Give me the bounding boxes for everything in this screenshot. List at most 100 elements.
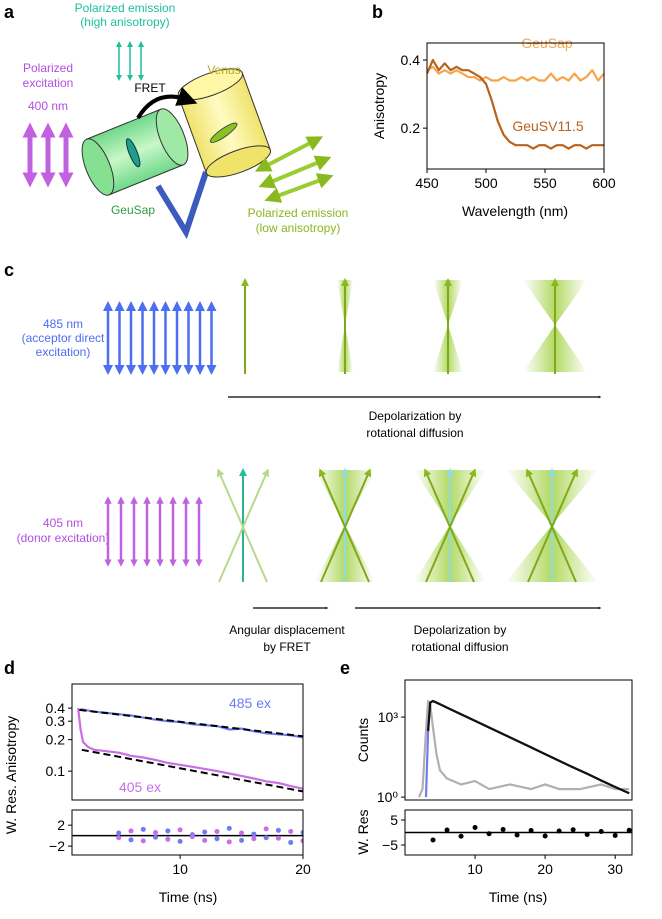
- data-point: [500, 827, 506, 832]
- label: Polarized emission: [75, 1, 176, 15]
- y-tick-label: 0.2: [401, 120, 421, 136]
- data-point: [263, 835, 269, 841]
- data-point: [177, 827, 183, 833]
- data-point: [542, 833, 548, 839]
- label: excitation: [23, 76, 74, 90]
- data-point: [214, 836, 220, 842]
- plot-area: [72, 825, 303, 845]
- data-point: [275, 827, 281, 833]
- series-label: 405 ex: [119, 779, 161, 795]
- data-point: [528, 828, 534, 833]
- label: GeuSap: [111, 203, 155, 217]
- data-point: [598, 829, 604, 834]
- data-point: [128, 828, 134, 834]
- plot-area: [77, 707, 303, 793]
- x-axis-label: Wavelength (nm): [462, 203, 568, 219]
- data-point: [226, 825, 232, 831]
- diagram-g: [81, 108, 189, 196]
- data-point: [165, 828, 171, 834]
- data-line: [427, 699, 630, 795]
- label: Depolarization by: [414, 623, 507, 637]
- data-point: [153, 830, 159, 835]
- diagram-g: [116, 41, 144, 81]
- diagram-ellipse: [125, 138, 141, 168]
- data-point: [444, 827, 450, 833]
- chart: 0.1 0.2 0.30.4 485 ex 405 ex W. Res. Anisotro…: [3, 683, 304, 834]
- series-label: 485 ex: [229, 695, 271, 711]
- data-point: [570, 827, 576, 833]
- emission-arrow: [425, 468, 477, 583]
- x-tick-label: 500: [474, 175, 498, 191]
- label: (donor excitation): [17, 531, 110, 545]
- x-tick-label: 10: [172, 861, 188, 877]
- label: Polarized emission: [248, 206, 349, 220]
- data-point: [165, 836, 171, 842]
- label: FRET: [134, 81, 166, 95]
- data-point: [612, 833, 618, 838]
- data-point: [263, 826, 269, 832]
- data-point: [626, 827, 632, 833]
- chart: 2 −2 10 20 Time (ns): [49, 809, 311, 905]
- y-tick-label: 0.2: [46, 732, 66, 748]
- label: Depolarization by: [369, 409, 462, 423]
- panel-label: d: [4, 658, 15, 678]
- data-point: [202, 837, 208, 843]
- label: rotational diffusion: [366, 426, 463, 440]
- data-point: [116, 830, 122, 836]
- data-point: [556, 828, 562, 834]
- axes-frame: [71, 809, 304, 856]
- diagram-g: [177, 68, 272, 178]
- chart: 10⁰ 10³ Counts: [355, 679, 633, 805]
- data-point: [584, 832, 590, 837]
- diagram-g: [22, 122, 74, 188]
- y-axis-label: W. Res. Anisotropy: [3, 716, 19, 834]
- diagram-ellipse: [155, 108, 189, 166]
- data-point: [288, 839, 294, 845]
- axes-frame: [71, 683, 304, 801]
- label: (high anisotropy): [80, 15, 169, 29]
- data-line: [417, 699, 630, 798]
- data-point: [239, 830, 245, 836]
- y-tick-label: 0.3: [46, 713, 66, 729]
- data-point: [116, 835, 122, 841]
- data-point: [486, 831, 492, 837]
- data-point: [189, 834, 195, 840]
- label: 405 nm: [43, 516, 83, 530]
- y-tick-label: 5: [390, 812, 398, 828]
- panel-label: b: [372, 2, 383, 22]
- data-point: [275, 835, 281, 841]
- emission-arrow: [527, 468, 579, 583]
- diagram-g: [254, 136, 334, 203]
- y-tick-label: 10⁰: [377, 789, 399, 805]
- data-point: [140, 838, 146, 844]
- x-tick-label: 30: [607, 861, 623, 877]
- plot-area: [427, 58, 604, 150]
- data-point: [202, 829, 208, 835]
- y-tick-label: −2: [49, 838, 65, 854]
- x-tick-label: 600: [592, 175, 616, 191]
- label: excitation): [36, 345, 91, 359]
- chart: 5 −5 10 20 30 Time (ns) W. Res: [355, 809, 633, 905]
- data-line: [427, 65, 604, 82]
- data-point: [300, 830, 303, 835]
- y-axis-label: Anisotropy: [371, 73, 387, 139]
- series-label: GeuSV11.5: [512, 118, 584, 134]
- diagram-line: [264, 173, 334, 203]
- data-point: [430, 837, 436, 843]
- data-point: [288, 828, 294, 834]
- y-tick-label: 10³: [378, 709, 399, 725]
- data-point: [514, 832, 520, 838]
- y-tick-label: 0.1: [46, 763, 66, 779]
- y-tick-label: 0.4: [401, 52, 421, 68]
- emission-arrow: [218, 468, 270, 583]
- label: Polarized: [23, 61, 73, 75]
- x-tick-label: 20: [537, 861, 553, 877]
- panel-c: 485 nm (acceptor direct excitation) Depo…: [17, 278, 602, 654]
- axes-frame: [404, 679, 633, 801]
- data-point: [458, 833, 464, 839]
- data-point: [300, 838, 303, 844]
- diagram-polyline: [155, 171, 209, 240]
- label: (acceptor direct: [22, 331, 105, 345]
- y-axis-label: W. Res: [355, 809, 371, 854]
